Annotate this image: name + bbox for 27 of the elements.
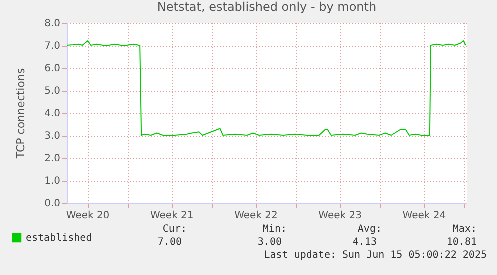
line-series (66, 40, 466, 136)
x-tick-label: Week 20 (66, 210, 110, 222)
y-tick-label: 4.0 (44, 108, 60, 120)
text: 4.13 (352, 237, 377, 248)
text: Cur: (162, 224, 187, 235)
x-tick-label: Week 21 (150, 210, 194, 222)
x-tick-label: Week 23 (318, 210, 362, 222)
text: 3.00 (258, 237, 282, 248)
y-tick-label: 5.0 (44, 86, 60, 97)
text: Avg: (358, 224, 382, 235)
y-axis-title: TCP connections (14, 68, 28, 160)
y-tick-label: 2.0 (44, 154, 60, 164)
y-tick-label: 1.0 (44, 176, 60, 187)
y-tick-label: 0.0 (44, 198, 60, 210)
y-tick-label: 6.0 (44, 64, 60, 74)
text: 10.81 (446, 237, 477, 248)
x-tick-label: Week 22 (234, 210, 278, 222)
y-tick-label: 8.0 (44, 18, 60, 30)
y-tick-label: 3.0 (44, 131, 60, 142)
chart-title: Netstat, established only - by month (157, 0, 377, 14)
y-tick-label: 7.0 (44, 41, 60, 52)
x-tick-label: Week 24 (402, 210, 446, 222)
text: Last update: Sun Jun 15 05:00:22 2025 (264, 250, 487, 261)
legend-label: established (26, 233, 92, 244)
text: Min: (262, 224, 287, 235)
text: 7.00 (158, 237, 182, 248)
text: Max: (452, 224, 477, 235)
